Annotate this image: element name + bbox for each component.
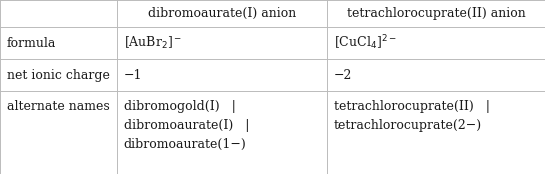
Text: dibromogold(I)   |
dibromoaurate(I)   |
dibromoaurate(1−): dibromogold(I) | dibromoaurate(I) | dibr… xyxy=(124,100,249,151)
Text: [CuCl$_4$]$^{2-}$: [CuCl$_4$]$^{2-}$ xyxy=(334,34,396,52)
Text: dibromoaurate(I) anion: dibromoaurate(I) anion xyxy=(148,7,296,20)
Text: −1: −1 xyxy=(124,69,142,82)
Text: alternate names: alternate names xyxy=(7,100,110,113)
Text: tetrachlorocuprate(II) anion: tetrachlorocuprate(II) anion xyxy=(347,7,525,20)
Text: [AuBr$_2$]$^-$: [AuBr$_2$]$^-$ xyxy=(124,35,182,51)
Text: net ionic charge: net ionic charge xyxy=(7,69,110,82)
Text: −2: −2 xyxy=(334,69,352,82)
Text: tetrachlorocuprate(II)   |
tetrachlorocuprate(2−): tetrachlorocuprate(II) | tetrachlorocupr… xyxy=(334,100,489,132)
Text: formula: formula xyxy=(7,37,56,50)
